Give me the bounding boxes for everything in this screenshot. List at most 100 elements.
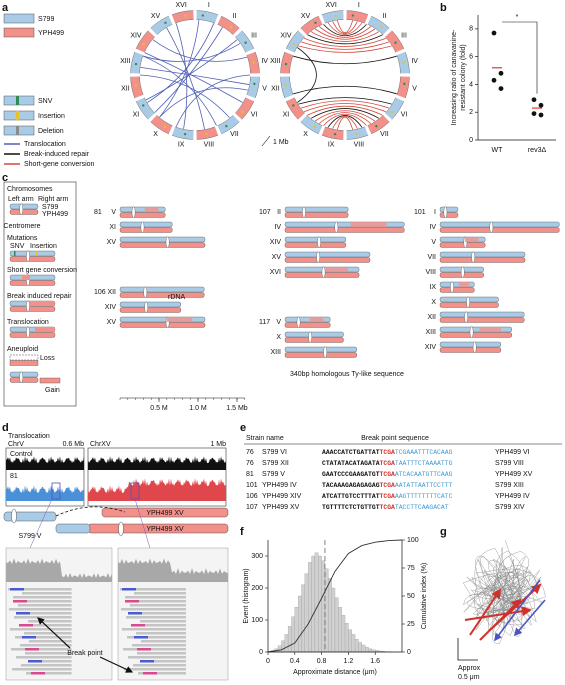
histogram-bar xyxy=(297,595,302,653)
centromere xyxy=(26,250,30,262)
mutation-mark xyxy=(333,132,337,136)
sequence-part: GAATCCCGAAGATGT xyxy=(322,471,380,478)
read xyxy=(25,652,72,655)
centromere xyxy=(472,341,477,353)
sequence-part: ATCACAATGTTCAAG xyxy=(395,471,453,478)
legend-chromosome xyxy=(9,209,39,215)
event-segment xyxy=(464,237,479,242)
histogram-bar xyxy=(368,648,372,653)
chromosome-arc xyxy=(396,76,410,99)
legend-label: SNV xyxy=(38,98,53,105)
cell: S799 VI xyxy=(262,449,287,456)
label: Break induced repair xyxy=(7,293,72,300)
read xyxy=(139,600,186,603)
label: Centromere xyxy=(4,223,41,230)
chromosome-outline xyxy=(171,10,194,24)
read xyxy=(10,588,24,591)
cell: S799 V xyxy=(262,471,285,478)
label: Chromosomes xyxy=(7,186,53,193)
sequence-part: TCGA xyxy=(380,460,396,467)
label: Gain xyxy=(45,387,60,394)
sequence-part: TCGA xyxy=(380,449,396,456)
chord xyxy=(293,85,397,95)
cell: YPH499 VI xyxy=(495,449,530,456)
chromosome-bar xyxy=(439,317,525,323)
read xyxy=(8,588,72,591)
read xyxy=(142,660,186,663)
chromosome-outline xyxy=(246,51,260,74)
read xyxy=(14,616,72,619)
legend-label: Deletion xyxy=(38,128,64,135)
label: Short gene conversion xyxy=(7,267,77,274)
mutation-mark xyxy=(183,132,187,136)
read xyxy=(22,636,36,639)
panel-label: b xyxy=(440,2,447,14)
axis-title: resistant colony (fold) xyxy=(460,44,467,111)
histogram-bar xyxy=(314,552,319,653)
legend-chromosome xyxy=(9,274,56,281)
legend-label: Break-induced repair xyxy=(24,151,90,158)
chord xyxy=(327,115,363,128)
y-tick-label: 8 xyxy=(469,26,473,33)
chromosome-bar xyxy=(284,352,357,358)
centromere xyxy=(323,346,327,358)
chord xyxy=(314,110,376,122)
read xyxy=(13,600,27,603)
chord xyxy=(323,113,367,126)
mutation-mark xyxy=(284,62,288,66)
read xyxy=(137,652,186,655)
y2-tick-label: 25 xyxy=(407,621,415,628)
chromosome-outline xyxy=(321,10,344,24)
mutation-mark xyxy=(253,82,256,86)
guide xyxy=(29,498,53,549)
coverage xyxy=(6,456,84,470)
histogram-bar xyxy=(284,634,289,653)
read xyxy=(18,604,72,607)
cell: YPH499 XV xyxy=(495,471,533,478)
chromosome-bar xyxy=(439,221,560,228)
chromosome-bar xyxy=(439,287,475,293)
label: Control xyxy=(10,451,33,458)
chromosome-label: IX xyxy=(178,141,185,148)
cell: S799 XII xyxy=(262,460,289,467)
read xyxy=(124,668,186,671)
legend-label: S799 xyxy=(38,16,54,23)
centromere xyxy=(466,296,470,308)
read xyxy=(126,616,186,619)
label: S799 V xyxy=(19,533,42,540)
histogram-bar xyxy=(287,626,292,653)
chromosome-label: XII xyxy=(271,86,280,93)
chromosome-arc xyxy=(150,16,173,35)
igv-coverage xyxy=(118,558,228,582)
chromosome-bar xyxy=(119,286,205,293)
cell: YPH499 XV xyxy=(262,504,300,511)
chromosome-label: XII xyxy=(427,314,436,321)
chromosome-label: XII xyxy=(121,86,130,93)
chord xyxy=(310,108,380,119)
chromosome-label: XIII xyxy=(425,329,436,336)
event-segment xyxy=(325,267,348,272)
mutation-mark xyxy=(379,25,383,29)
event-segment xyxy=(144,207,159,212)
chromosome-label: I xyxy=(434,209,436,216)
chromosome-outline xyxy=(235,30,255,53)
label: ChrXV xyxy=(90,441,111,448)
chromosome-bar xyxy=(439,341,502,348)
read xyxy=(131,624,186,627)
histogram-bar xyxy=(358,642,362,653)
label: 1 Mb xyxy=(210,441,226,448)
chromosome-bar xyxy=(439,347,502,353)
data-point xyxy=(491,30,497,36)
y2-tick-label: 75 xyxy=(407,565,415,572)
chord xyxy=(145,39,238,101)
read xyxy=(134,592,186,595)
coverage xyxy=(88,456,226,470)
read xyxy=(120,588,186,591)
sequence-part: CTATATACATAGATA xyxy=(322,460,380,467)
chromosome-label: IV xyxy=(261,58,268,65)
chromosome-outline xyxy=(196,10,219,24)
significance-bracket xyxy=(502,21,538,94)
axis-title: Event (histogram) xyxy=(243,568,250,623)
histogram-bar xyxy=(364,647,369,653)
read xyxy=(30,660,72,663)
